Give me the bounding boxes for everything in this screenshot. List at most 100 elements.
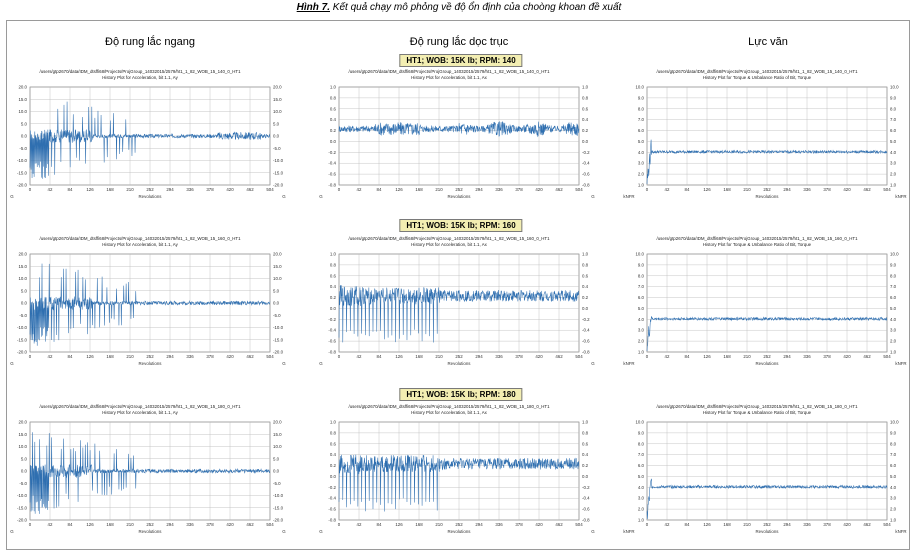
y2-axis-label: kNFR: [895, 194, 906, 199]
x-tick-label: 0: [338, 354, 341, 359]
y2-tick-label: 5.0: [890, 474, 897, 479]
x-tick-label: 126: [86, 522, 94, 527]
x-tick-label: 504: [266, 522, 274, 527]
y2-tick-label: 15.0: [273, 97, 282, 102]
x-tick-label: 126: [395, 187, 403, 192]
chart-plot-title: History Plot for Acceleration, bit 1.1, …: [411, 410, 487, 415]
y2-tick-label: 0.0: [273, 301, 280, 306]
y-tick-label: 15.0: [18, 432, 27, 437]
y-tick-label: -20.0: [17, 350, 28, 355]
y-tick-label: 8.0: [638, 273, 645, 278]
y-tick-label: 1.0: [638, 350, 645, 355]
x-tick-label: 336: [495, 522, 503, 527]
x-tick-label: 462: [863, 354, 871, 359]
y-tick-label: 0.0: [21, 301, 28, 306]
column-heading-lateral: Độ rung lắc ngang: [105, 36, 195, 48]
y-tick-label: 0.2: [330, 128, 337, 133]
x-tick-label: 168: [106, 522, 114, 527]
y2-axis-label: G: [591, 361, 595, 366]
y2-tick-label: -15.0: [273, 505, 284, 510]
x-tick-label: 462: [555, 522, 563, 527]
x-axis-label: Revolutions: [756, 529, 780, 534]
x-tick-label: 252: [455, 354, 463, 359]
x-tick-label: 0: [646, 354, 649, 359]
x-tick-label: 252: [455, 187, 463, 192]
y-tick-label: 8.0: [638, 441, 645, 446]
y-tick-label: 1.0: [330, 252, 337, 257]
x-tick-label: 378: [206, 522, 214, 527]
y-tick-label: 5.0: [638, 474, 645, 479]
y-tick-label: -0.6: [328, 339, 336, 344]
x-tick-label: 336: [495, 354, 503, 359]
y2-tick-label: 5.0: [890, 139, 897, 144]
y2-tick-label: 7.0: [890, 284, 897, 289]
x-tick-label: 42: [48, 522, 53, 527]
y2-tick-label: -0.8: [582, 183, 590, 188]
y-tick-label: 1.0: [638, 183, 645, 188]
y-tick-label: 20.0: [18, 420, 27, 425]
y2-tick-label: 8.0: [890, 106, 897, 111]
y-tick-label: 0.4: [330, 117, 337, 122]
chart-plot-title: History Plot for Acceleration, bit 1.1, …: [102, 75, 178, 80]
chart-panel-0: /users/gtp2670/data/IDM_dtsffi68/Project…: [10, 69, 286, 199]
x-tick-label: 210: [126, 354, 134, 359]
x-tick-label: 378: [823, 187, 831, 192]
y2-tick-label: 6.0: [890, 295, 897, 300]
y2-tick-label: 10.0: [273, 109, 282, 114]
x-tick-label: 84: [685, 354, 690, 359]
y2-tick-label: 7.0: [890, 452, 897, 457]
x-tick-label: 42: [357, 522, 362, 527]
x-tick-label: 126: [86, 354, 94, 359]
x-tick-label: 42: [357, 354, 362, 359]
x-tick-label: 420: [843, 522, 851, 527]
x-tick-label: 462: [246, 522, 254, 527]
chart-path-title: /users/gtp2670/data/IDM_dtsffi68/Project…: [656, 236, 858, 241]
y2-tick-label: 3.0: [890, 496, 897, 501]
x-tick-label: 504: [266, 354, 274, 359]
chart-panel-4: /users/gtp2670/data/IDM_dtsffi68/Project…: [319, 236, 595, 366]
y-tick-label: 1.0: [638, 518, 645, 523]
y-tick-label: -0.2: [328, 485, 336, 490]
x-tick-label: 420: [843, 354, 851, 359]
x-tick-label: 336: [186, 522, 194, 527]
y2-tick-label: -10.0: [273, 325, 284, 330]
y2-tick-label: 1.0: [890, 350, 897, 355]
y2-tick-label: 9.0: [890, 430, 897, 435]
y2-tick-label: -15.0: [273, 170, 284, 175]
x-tick-label: 42: [665, 187, 670, 192]
y-tick-label: 7.0: [638, 452, 645, 457]
column-heading-torque: Lực văn: [748, 36, 788, 48]
y-tick-label: 20.0: [18, 252, 27, 257]
x-tick-label: 462: [863, 522, 871, 527]
y-axis-label: kNFR: [623, 529, 634, 534]
x-tick-label: 126: [395, 354, 403, 359]
y-tick-label: 4.0: [638, 317, 645, 322]
y2-tick-label: 5.0: [273, 288, 280, 293]
x-tick-label: 504: [883, 354, 891, 359]
y2-tick-label: 1.0: [890, 183, 897, 188]
x-tick-label: 378: [823, 354, 831, 359]
y2-tick-label: 3.0: [890, 328, 897, 333]
x-tick-label: 378: [515, 522, 523, 527]
chart-panel-1: /users/gtp2670/data/IDM_dtsffi68/Project…: [319, 69, 595, 199]
x-tick-label: 42: [665, 354, 670, 359]
rpm-banner-140: HT1; WOB: 15K lb; RPM: 140: [399, 54, 523, 67]
x-tick-label: 294: [783, 522, 791, 527]
x-tick-label: 294: [475, 187, 483, 192]
y2-tick-label: 5.0: [890, 306, 897, 311]
y-tick-label: 3.0: [638, 161, 645, 166]
x-tick-label: 378: [206, 187, 214, 192]
y-axis-label: G: [10, 529, 14, 534]
y-tick-label: 4.0: [638, 150, 645, 155]
y-tick-label: 20.0: [18, 85, 27, 90]
chart-plot-title: History Plot for Torque & Unbalance Rati…: [703, 75, 812, 80]
y-tick-label: 6.0: [638, 128, 645, 133]
y-tick-label: -10.0: [17, 158, 28, 163]
y-tick-label: 0.0: [21, 134, 28, 139]
x-tick-label: 378: [823, 522, 831, 527]
y2-tick-label: 0.6: [582, 273, 589, 278]
chart-plot-title: History Plot for Torque & Unbalance Rati…: [703, 410, 812, 415]
chart-panel-6: /users/gtp2670/data/IDM_dtsffi68/Project…: [10, 404, 286, 534]
chart-panel-5: /users/gtp2670/data/IDM_dtsffi68/Project…: [623, 236, 906, 366]
